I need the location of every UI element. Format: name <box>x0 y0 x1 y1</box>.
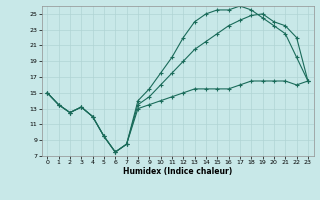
X-axis label: Humidex (Indice chaleur): Humidex (Indice chaleur) <box>123 167 232 176</box>
